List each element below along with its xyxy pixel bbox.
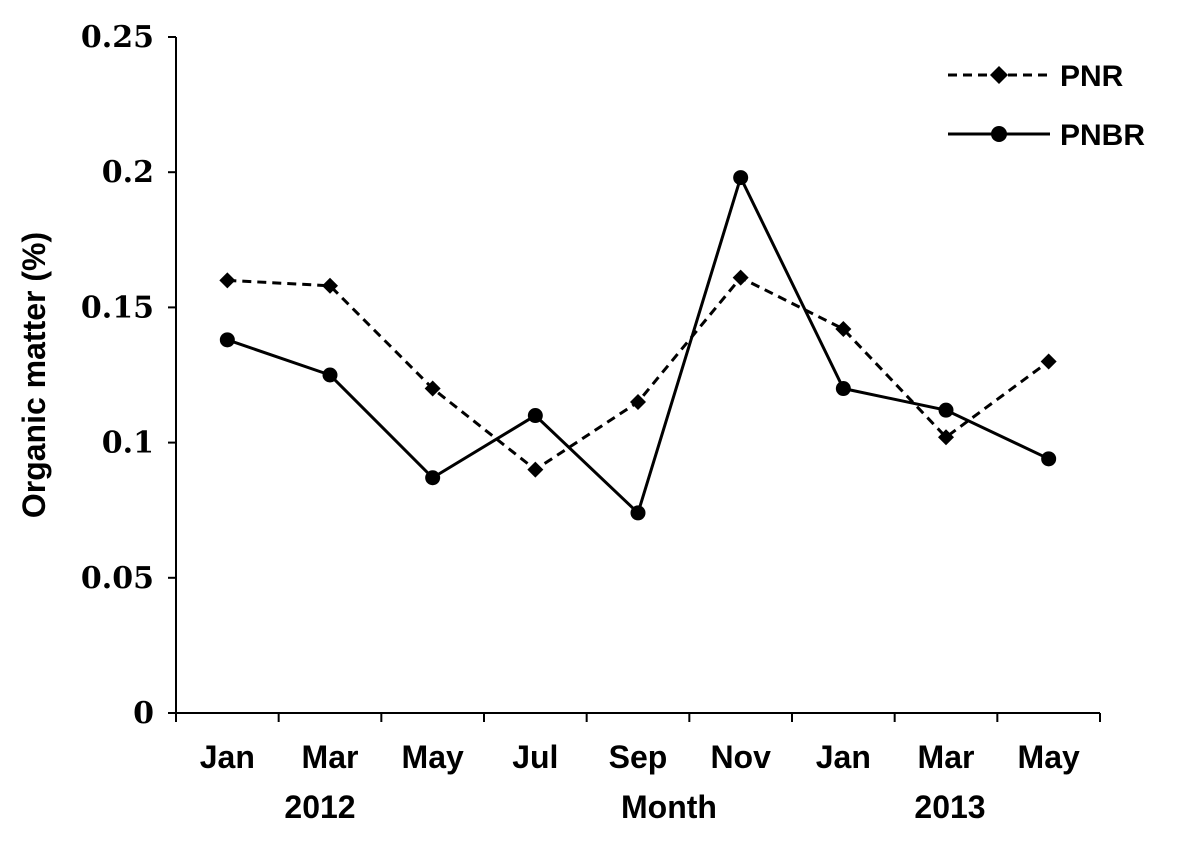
data-point-pnr [732,269,749,286]
series-pnbr [219,170,1057,521]
data-point-pnr [527,461,544,478]
y-tick-label: 0 [133,696,154,731]
y-tick-label: 0.1 [102,426,154,461]
legend-item-pnbr: PNBR [948,119,1145,152]
legend-marker-pnbr [991,126,1007,142]
data-point-pnr [938,429,954,446]
x-axis-label: Month [621,789,717,825]
data-point-pnr [630,394,646,411]
y-tick-label: 0.05 [81,561,154,596]
year-label-2013: 2013 [914,789,985,825]
x-tick-label: Sep [609,739,668,775]
x-tick-label: Jul [512,739,558,775]
series-pnr [219,269,1057,478]
series-line-pnbr [226,173,1050,516]
legend: PNR PNBR [948,60,1145,152]
x-tick-label: Mar [918,739,975,775]
y-tick-label: 0.25 [81,20,154,55]
year-label-2012: 2012 [284,789,355,825]
data-point-pnbr [322,367,338,383]
x-tick-label: Jan [200,739,255,775]
axes [175,37,1100,714]
data-point-pnbr [1041,451,1057,467]
x-tick-label: May [1018,739,1080,775]
data-point-pnbr [219,332,235,348]
data-point-pnbr [938,402,954,418]
data-point-pnr [835,321,852,338]
y-tick-label: 0.15 [81,290,154,325]
legend-label-pnr: PNR [1060,60,1124,93]
y-axis-label: Organic matter (%) [16,232,52,518]
legend-item-pnr: PNR [948,60,1124,93]
y-tick-label: 0.2 [102,155,154,190]
data-point-pnbr [835,381,851,397]
data-point-pnr [1040,353,1057,370]
x-tick-label: May [402,739,464,775]
legend-label-pnbr: PNBR [1060,119,1145,152]
data-point-pnr [219,272,236,289]
x-ticks: Jan Mar May Jul Sep Nov Jan Mar May [175,713,1101,775]
x-tick-label: Mar [302,739,359,775]
legend-marker-pnr [990,66,1008,84]
series-layer [219,170,1057,521]
data-point-pnbr [425,470,441,486]
series-line-pnr [227,275,1050,472]
data-point-pnr [424,380,441,397]
data-point-pnr [322,277,338,294]
x-tick-label: Jan [816,739,871,775]
y-ticks: 0 0.05 0.1 0.15 0.2 0.25 [81,20,176,731]
data-point-pnbr [630,505,646,521]
x-tick-label: Nov [710,739,771,775]
data-point-pnbr [527,408,543,424]
data-point-pnbr [733,170,749,186]
